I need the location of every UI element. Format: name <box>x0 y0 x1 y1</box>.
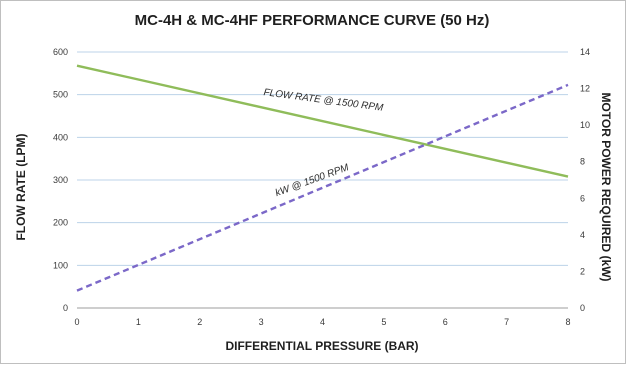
y-tick-label: 500 <box>53 90 68 100</box>
y-tick-label: 100 <box>53 260 68 270</box>
x-tick-label: 6 <box>443 317 448 327</box>
x-tick-label: 3 <box>259 317 264 327</box>
y-tick-label: 200 <box>53 218 68 228</box>
y2-tick-label: 4 <box>580 230 585 240</box>
x-tick-label: 2 <box>197 317 202 327</box>
y2-axis-title: MOTOR POWER REQUIRED (kW) <box>599 92 613 281</box>
y2-tick-label: 12 <box>580 84 590 94</box>
y2-tick-labels: 0 2 4 6 8 10 12 14 <box>580 47 590 313</box>
y2-tick-label: 8 <box>580 157 585 167</box>
x-tick-label: 0 <box>74 317 79 327</box>
y2-tick-label: 14 <box>580 47 590 57</box>
x-tick-label: 8 <box>565 317 570 327</box>
series-lines <box>76 64 569 292</box>
y2-tick-label: 0 <box>580 303 585 313</box>
x-tick-label: 7 <box>504 317 509 327</box>
series-line-kw <box>76 83 569 292</box>
y2-tick-label: 2 <box>580 266 585 276</box>
y-tick-label: 400 <box>53 132 68 142</box>
series-line-flow-rate <box>76 64 569 178</box>
y2-tick-label: 10 <box>580 120 590 130</box>
x-tick-labels: 0 1 2 3 4 5 6 7 8 <box>74 317 570 327</box>
x-axis-title: DIFFERENTIAL PRESSURE (BAR) <box>225 339 418 353</box>
chart-title: MC-4H & MC-4HF PERFORMANCE CURVE (50 Hz) <box>135 12 490 29</box>
y-axis-title: FLOW RATE (LPM) <box>14 133 28 240</box>
series-label-flow-rate: FLOW RATE @ 1500 RPM <box>263 87 385 114</box>
y-tick-label: 0 <box>63 303 68 313</box>
y-tick-label: 300 <box>53 175 68 185</box>
x-tick-label: 5 <box>381 317 386 327</box>
y-tick-label: 600 <box>53 47 68 57</box>
gridlines <box>77 51 568 266</box>
x-tick-label: 4 <box>320 317 325 327</box>
y2-tick-label: 6 <box>580 193 585 203</box>
y-tick-labels: 0 100 200 300 400 500 600 <box>53 47 68 313</box>
x-tick-label: 1 <box>136 317 141 327</box>
